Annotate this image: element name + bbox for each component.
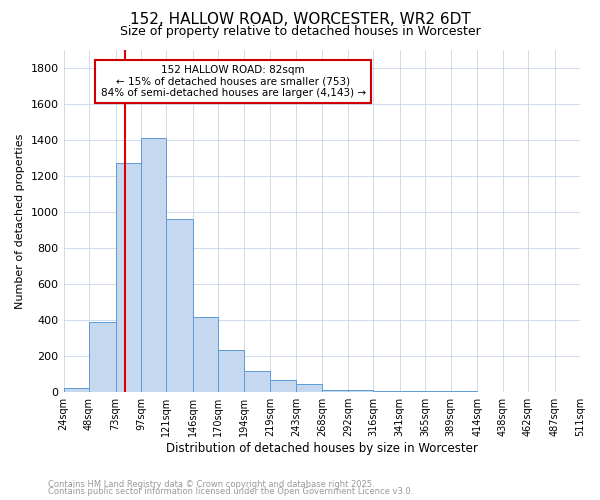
Text: Size of property relative to detached houses in Worcester: Size of property relative to detached ho… xyxy=(119,25,481,38)
Bar xyxy=(322,390,348,392)
Bar xyxy=(193,316,218,392)
Bar xyxy=(64,388,89,392)
Bar xyxy=(296,384,322,392)
X-axis label: Distribution of detached houses by size in Worcester: Distribution of detached houses by size … xyxy=(166,442,478,455)
Bar xyxy=(166,220,193,392)
Text: 152 HALLOW ROAD: 82sqm
← 15% of detached houses are smaller (753)
84% of semi-de: 152 HALLOW ROAD: 82sqm ← 15% of detached… xyxy=(101,65,366,98)
Bar xyxy=(141,138,166,392)
Text: 152, HALLOW ROAD, WORCESTER, WR2 6DT: 152, HALLOW ROAD, WORCESTER, WR2 6DT xyxy=(130,12,470,28)
Text: Contains public sector information licensed under the Open Government Licence v3: Contains public sector information licen… xyxy=(48,487,413,496)
Bar xyxy=(116,164,141,392)
Bar xyxy=(271,380,296,392)
Y-axis label: Number of detached properties: Number of detached properties xyxy=(15,134,25,309)
Text: Contains HM Land Registry data © Crown copyright and database right 2025.: Contains HM Land Registry data © Crown c… xyxy=(48,480,374,489)
Bar xyxy=(348,390,373,392)
Bar xyxy=(89,322,116,392)
Bar xyxy=(218,350,244,392)
Bar xyxy=(244,370,271,392)
